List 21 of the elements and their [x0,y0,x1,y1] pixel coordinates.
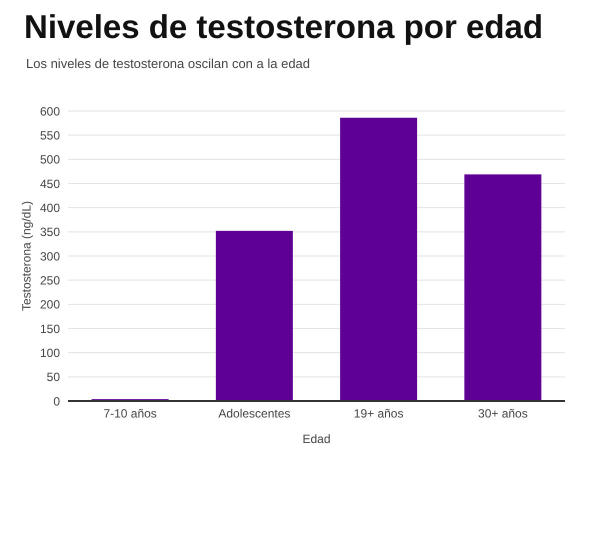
y-tick-label: 0 [53,394,60,408]
chart-title: Niveles de testosterona por edad [24,8,544,46]
y-tick-label: 400 [40,200,60,215]
y-tick-label: 550 [40,128,60,142]
y-tick-label: 450 [40,176,60,191]
x-axis-title: Edad [302,432,331,446]
y-tick-label: 500 [40,152,60,167]
y-tick-label: 200 [40,298,60,312]
x-tick-label: 30+ años [478,406,528,421]
y-tick-label: 150 [40,322,60,336]
x-tick-label: 7-10 años [103,406,157,421]
y-tick-label: 350 [40,225,60,240]
y-tick-label: 600 [40,104,60,118]
x-tick-label: 19+ años [354,406,404,421]
y-tick-label: 300 [40,249,60,264]
y-tick-label: 250 [40,273,60,288]
y-axis-title: Testosterona (ng/dL) [19,200,34,312]
x-tick-label: Adolescentes [218,406,290,421]
y-tick-label: 100 [40,346,60,360]
chart-subtitle: Los niveles de testosterona oscilan con a la edad [26,56,312,71]
y-tick-label: 50 [46,370,60,384]
